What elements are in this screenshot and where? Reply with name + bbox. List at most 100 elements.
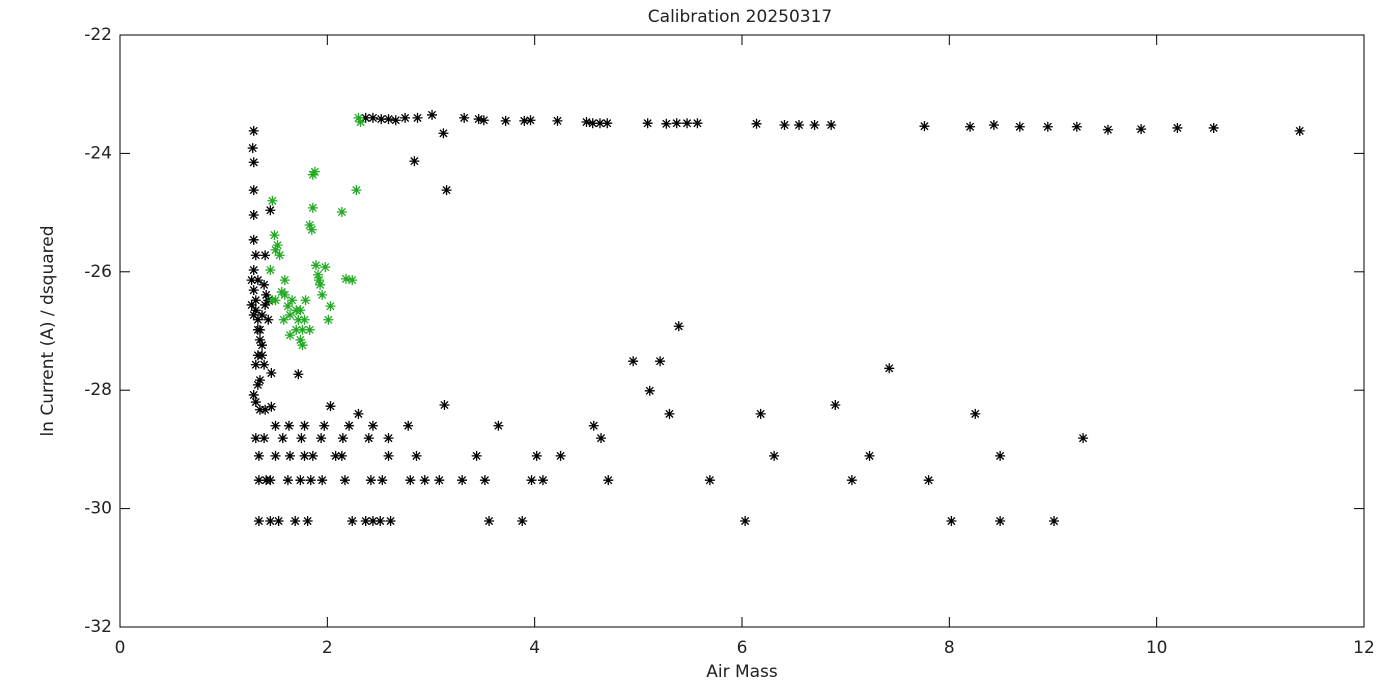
- data-point: [273, 516, 284, 527]
- data-point: [434, 475, 445, 486]
- data-point: [1071, 121, 1082, 132]
- data-point: [250, 397, 261, 408]
- data-point: [526, 475, 537, 486]
- data-point: [291, 324, 302, 335]
- data-point: [285, 450, 296, 461]
- data-point: [252, 379, 263, 390]
- data-point: [253, 450, 264, 461]
- data-point: [383, 114, 394, 125]
- y-axis-label: ln Current (A) / dsquared: [38, 225, 58, 436]
- data-point: [360, 112, 371, 123]
- data-point: [253, 475, 264, 486]
- data-point: [279, 289, 290, 300]
- data-point: [272, 240, 283, 251]
- data-point: [377, 475, 388, 486]
- data-point: [266, 368, 277, 379]
- data-point: [383, 433, 394, 444]
- data-point: [347, 516, 358, 527]
- data-point: [1172, 122, 1183, 133]
- data-point: [250, 433, 261, 444]
- data-point: [412, 112, 423, 123]
- data-point: [274, 250, 285, 261]
- data-point: [253, 516, 264, 527]
- data-point: [594, 118, 605, 129]
- data-point: [336, 207, 347, 218]
- x-tick-label: 12: [1353, 638, 1375, 658]
- data-point: [307, 450, 318, 461]
- data-point: [248, 125, 259, 136]
- data-point: [297, 324, 308, 335]
- data-point: [1102, 124, 1113, 135]
- data-point: [671, 118, 682, 129]
- chart-title: Calibration 20250317: [648, 7, 832, 27]
- data-point: [285, 330, 296, 341]
- data-point: [344, 420, 355, 431]
- y-tick-label: -30: [84, 499, 112, 519]
- data-point: [314, 275, 325, 286]
- data-point: [438, 128, 449, 139]
- data-point: [269, 230, 280, 241]
- data-point: [531, 450, 542, 461]
- x-axis-label: Air Mass: [706, 662, 778, 682]
- data-point: [390, 115, 401, 126]
- data-point: [1049, 516, 1060, 527]
- data-point: [555, 450, 566, 461]
- data-point: [755, 408, 766, 419]
- data-point: [320, 262, 331, 273]
- data-point: [248, 285, 259, 296]
- data-point: [263, 314, 274, 325]
- data-point: [270, 244, 281, 255]
- data-point: [655, 356, 666, 367]
- data-point: [367, 112, 378, 123]
- data-point: [295, 475, 306, 486]
- data-point: [405, 475, 416, 486]
- data-point: [265, 205, 276, 216]
- data-point: [265, 265, 276, 276]
- x-tick-label: 6: [737, 638, 748, 658]
- data-point: [1294, 125, 1305, 136]
- data-point: [403, 420, 414, 431]
- data-point: [794, 119, 805, 130]
- data-point: [1136, 124, 1147, 135]
- data-point: [367, 516, 378, 527]
- data-point: [248, 209, 259, 220]
- data-point: [293, 369, 304, 380]
- data-point: [260, 250, 271, 261]
- data-point: [254, 375, 265, 386]
- data-point: [307, 202, 318, 213]
- data-point: [317, 289, 328, 300]
- data-point: [484, 516, 495, 527]
- data-point: [250, 359, 261, 370]
- data-point: [603, 475, 614, 486]
- x-tick-label: 2: [322, 638, 333, 658]
- data-point: [299, 420, 310, 431]
- data-point: [479, 475, 490, 486]
- data-point: [254, 324, 265, 335]
- data-point: [252, 314, 263, 325]
- data-point: [304, 324, 315, 335]
- data-point: [704, 475, 715, 486]
- data-point: [826, 119, 837, 130]
- data-point: [588, 420, 599, 431]
- data-point: [769, 450, 780, 461]
- data-point: [270, 295, 281, 306]
- y-tick-label: -32: [84, 617, 112, 637]
- data-point: [250, 295, 261, 306]
- data-point: [439, 400, 450, 410]
- data-point: [427, 109, 438, 120]
- data-point: [628, 356, 639, 367]
- data-point: [254, 334, 265, 345]
- data-point: [884, 363, 895, 374]
- data-point: [315, 279, 326, 290]
- data-point: [376, 114, 387, 125]
- data-point: [310, 260, 321, 271]
- data-point: [995, 450, 1006, 461]
- data-point: [330, 450, 341, 461]
- data-point: [285, 310, 296, 321]
- data-point: [337, 433, 348, 444]
- data-point: [277, 433, 288, 444]
- data-point: [355, 117, 366, 128]
- data-point: [247, 143, 258, 154]
- data-point: [383, 450, 394, 461]
- data-point: [290, 516, 301, 527]
